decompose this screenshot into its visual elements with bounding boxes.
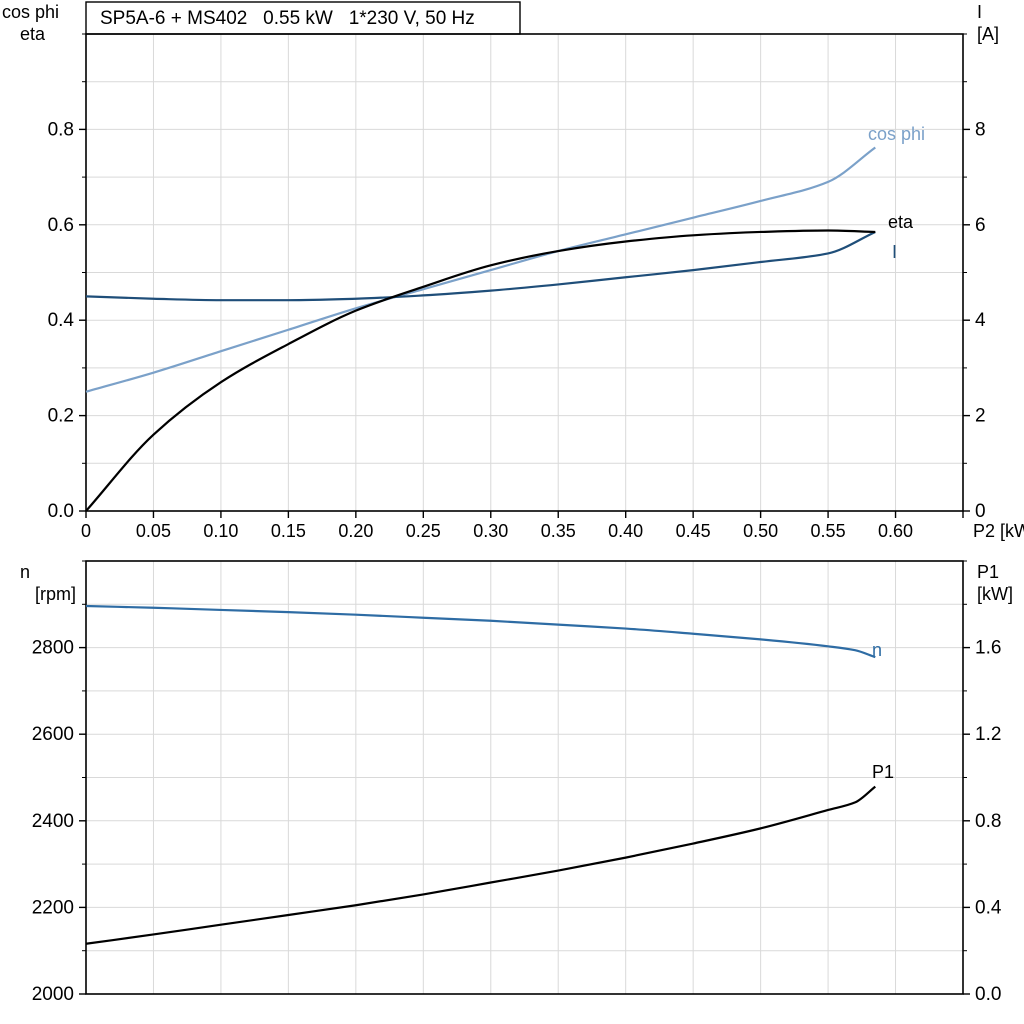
svg-text:0.4: 0.4 <box>48 310 75 331</box>
svg-text:0.8: 0.8 <box>48 119 74 140</box>
svg-text:0.35: 0.35 <box>541 521 576 541</box>
svg-text:I: I <box>892 242 897 262</box>
svg-text:2000: 2000 <box>32 984 74 1005</box>
svg-text:cos phi: cos phi <box>2 2 59 22</box>
svg-text:0.20: 0.20 <box>338 521 373 541</box>
svg-text:2800: 2800 <box>32 638 74 659</box>
svg-text:6: 6 <box>975 215 986 236</box>
svg-text:0.30: 0.30 <box>473 521 508 541</box>
svg-text:1.6: 1.6 <box>975 638 1001 659</box>
svg-text:0.4: 0.4 <box>975 897 1002 918</box>
svg-text:2400: 2400 <box>32 811 74 832</box>
svg-text:cos phi: cos phi <box>868 124 925 144</box>
svg-text:0.55: 0.55 <box>811 521 846 541</box>
svg-text:0.60: 0.60 <box>878 521 913 541</box>
svg-text:eta: eta <box>20 24 46 44</box>
svg-text:0.0: 0.0 <box>48 501 74 522</box>
svg-text:0.2: 0.2 <box>48 406 74 427</box>
svg-text:0.0: 0.0 <box>975 984 1001 1005</box>
svg-text:I: I <box>977 2 982 22</box>
svg-text:1.2: 1.2 <box>975 724 1001 745</box>
svg-text:0.8: 0.8 <box>975 811 1001 832</box>
svg-text:[kW]: [kW] <box>977 584 1013 604</box>
svg-text:0.45: 0.45 <box>676 521 711 541</box>
svg-text:n: n <box>20 562 30 582</box>
svg-text:2: 2 <box>975 406 986 427</box>
svg-text:eta: eta <box>888 212 914 232</box>
svg-text:0.15: 0.15 <box>271 521 306 541</box>
svg-text:0.25: 0.25 <box>406 521 441 541</box>
svg-text:0: 0 <box>975 501 986 522</box>
svg-text:[rpm]: [rpm] <box>35 584 76 604</box>
svg-text:0.05: 0.05 <box>136 521 171 541</box>
svg-text:P1: P1 <box>872 762 894 782</box>
svg-text:P1: P1 <box>977 562 999 582</box>
svg-text:n: n <box>872 640 882 660</box>
svg-text:2600: 2600 <box>32 724 74 745</box>
svg-text:SP5A-6 + MS402 0.55 kW 1*2: SP5A-6 + MS402 0.55 kW 1*230 V, 50 Hz <box>100 8 475 29</box>
svg-text:0.40: 0.40 <box>608 521 643 541</box>
svg-text:0.50: 0.50 <box>743 521 778 541</box>
svg-text:2200: 2200 <box>32 897 74 918</box>
svg-text:4: 4 <box>975 310 986 331</box>
svg-text:P2 [kW]: P2 [kW] <box>973 521 1024 541</box>
svg-text:[A]: [A] <box>977 24 999 44</box>
svg-text:8: 8 <box>975 119 986 140</box>
svg-text:0: 0 <box>81 521 91 541</box>
svg-text:0.10: 0.10 <box>203 521 238 541</box>
svg-text:0.6: 0.6 <box>48 215 74 236</box>
